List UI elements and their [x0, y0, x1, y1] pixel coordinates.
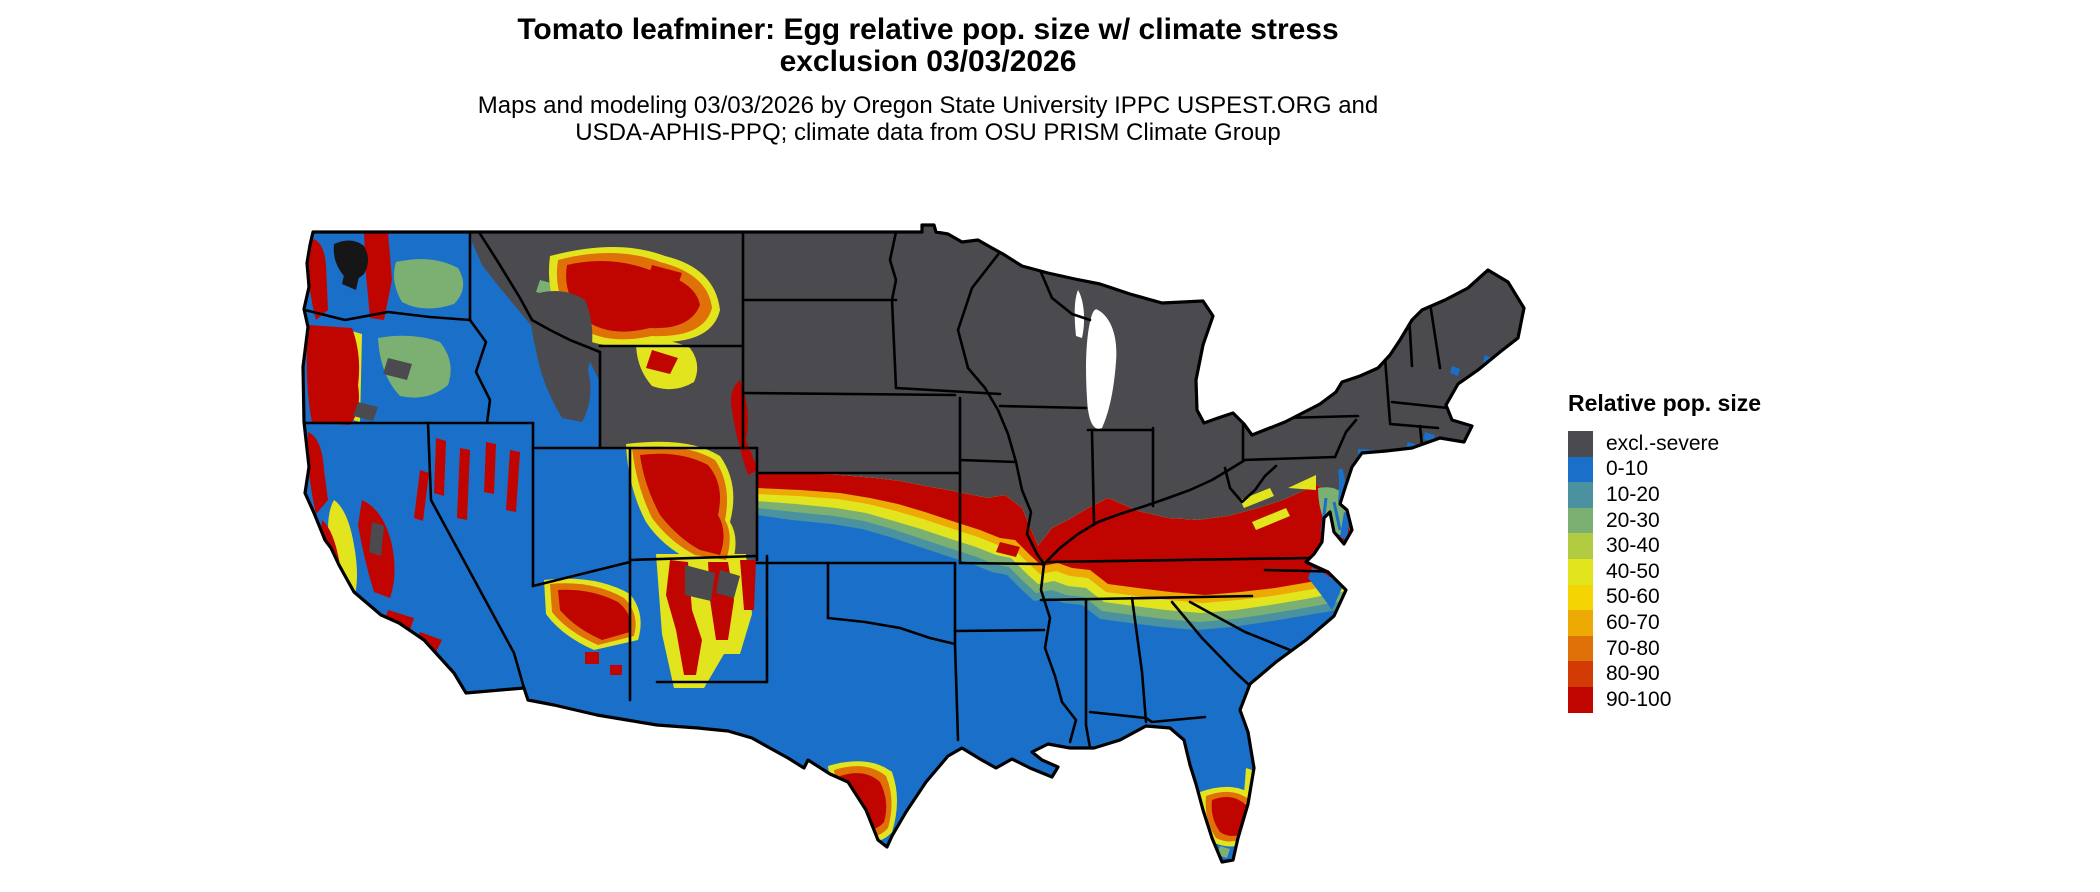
- lake-michigan: [1074, 290, 1117, 429]
- legend-swatch-60-70: [1568, 610, 1593, 636]
- legend-label: 40-50: [1606, 559, 1660, 583]
- legend-item: 0-10: [1568, 456, 1828, 483]
- legend-item: 40-50: [1568, 558, 1828, 585]
- map-subtitle-line1: Maps and modeling 03/03/2026 by Oregon S…: [477, 92, 1379, 119]
- legend-item: 60-70: [1568, 610, 1828, 636]
- map-title-line1: Tomato leafminer: Egg relative pop. size…: [517, 13, 1339, 46]
- map-olympic-dark-mask: [333, 240, 368, 290]
- legend-swatch-80-90: [1568, 661, 1593, 687]
- legend-item: 30-40: [1568, 533, 1828, 559]
- legend-title: Relative pop. size: [1568, 390, 1762, 416]
- map-layer-west-90-100: [306, 232, 1250, 836]
- map-subtitle-line2: USDA-APHIS-PPQ; climate data from OSU PR…: [575, 119, 1281, 146]
- legend-item: 10-20: [1568, 482, 1828, 508]
- map-layer-belt-90-100: [757, 473, 1352, 595]
- us-choropleth-map: [300, 170, 1540, 880]
- legend-item: 70-80: [1568, 635, 1828, 662]
- legend-item: excl.-severe: [1568, 431, 1828, 457]
- legend-label: 0-10: [1606, 457, 1649, 481]
- legend-label: 50-60: [1606, 585, 1660, 609]
- legend-label: 30-40: [1606, 534, 1660, 558]
- legend-swatch-90-100: [1568, 686, 1593, 713]
- legend-swatch-20-30: [1568, 507, 1593, 534]
- legend-swatch-40-50: [1568, 558, 1593, 585]
- legend-swatch-30-40: [1568, 533, 1593, 559]
- legend-swatch-70-80: [1568, 635, 1593, 662]
- legend-item: 50-60: [1568, 584, 1828, 611]
- legend-swatch-0-10: [1568, 456, 1593, 483]
- legend-label: excl.-severe: [1606, 431, 1720, 455]
- legend-swatch-10-20: [1568, 482, 1593, 508]
- legend-label: 80-90: [1606, 662, 1660, 686]
- legend-item: 20-30: [1568, 507, 1828, 534]
- us-map-svg: [301, 223, 1526, 864]
- legend-label: 60-70: [1606, 610, 1660, 634]
- map-layer-excluded-west-pockets: [353, 291, 740, 601]
- header-block: Tomato leafminer: Egg relative pop. size…: [0, 13, 1856, 147]
- legend-label: 90-100: [1606, 687, 1672, 711]
- map-title-line2: exclusion 03/03/2026: [779, 45, 1077, 78]
- legend-item: 80-90: [1568, 661, 1828, 687]
- legend-item: 90-100: [1568, 686, 1828, 713]
- legend-label: 10-20: [1606, 482, 1660, 506]
- legend-swatch-excl-severe: [1568, 431, 1593, 457]
- legend: Relative pop. size excl.-severe 0-10 10-…: [1568, 390, 1828, 713]
- legend-label: 20-30: [1606, 508, 1660, 532]
- legend-label: 70-80: [1606, 636, 1660, 660]
- legend-swatch-50-60: [1568, 584, 1593, 611]
